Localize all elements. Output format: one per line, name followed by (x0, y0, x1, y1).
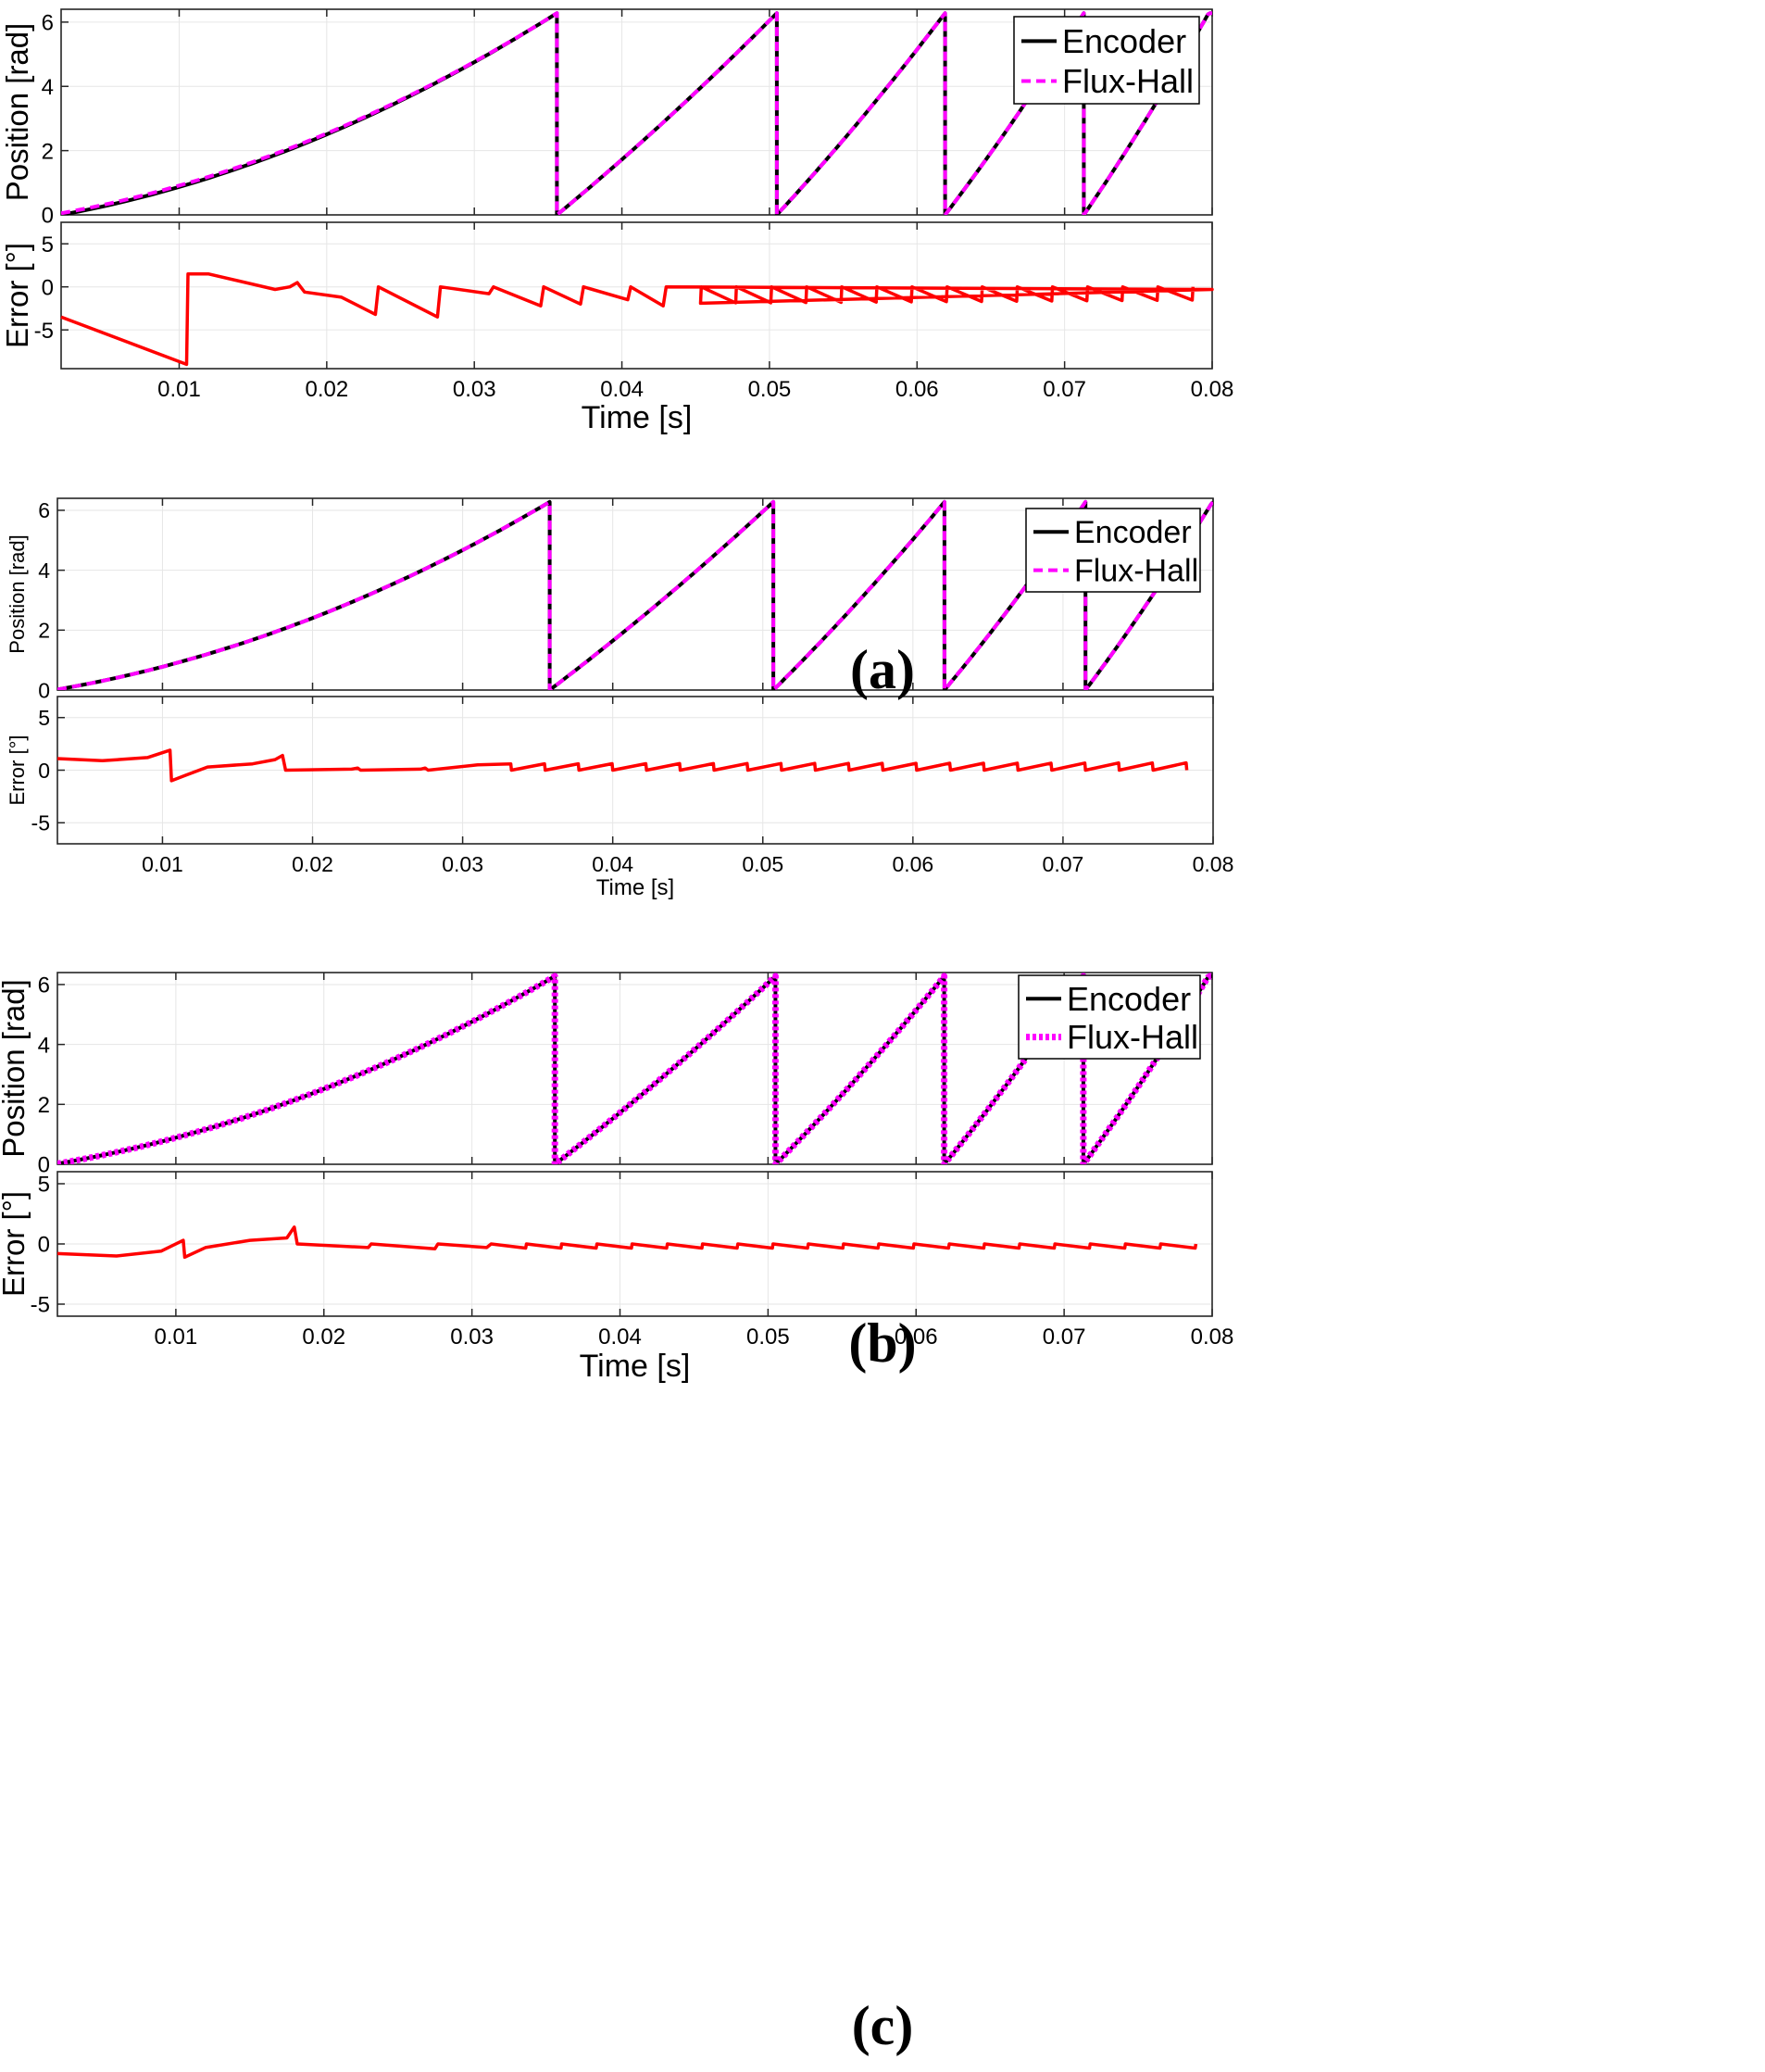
panel-a-series-flux-hall (61, 11, 1212, 215)
panel-c-legend-label-1: Flux-Hall (1067, 1018, 1198, 1056)
panel-b-position-ylabel: Position [rad] (6, 534, 29, 653)
panel-b-error-xtick-label-7: 0.08 (1193, 852, 1234, 876)
panel-c-series-error (56, 1225, 1198, 1260)
panel-b-error-xtick-label-1: 0.02 (292, 852, 333, 876)
panel-a-error-ytick-label-2: 5 (42, 232, 54, 257)
panel-c-error-xtick-label-1: 0.02 (302, 1325, 345, 1350)
panel-b-series-flux-hall (57, 499, 1213, 690)
panel-a-position-ytick-label-1: 2 (42, 139, 54, 164)
panel-b-position-ytick-label-0: 0 (38, 678, 50, 702)
panel-b-position-ytick-label-1: 2 (38, 619, 50, 643)
panel-a-legend-label-0: Encoder (1062, 22, 1186, 60)
panel-b-position-axes-box (56, 497, 1214, 691)
panel-c-legend-label-0: Encoder (1067, 980, 1191, 1018)
panel-a-error-axes-box (60, 221, 1213, 370)
panel-c-series-flux-hall (57, 973, 1212, 1164)
panel-b-error-xlabel: Time [s] (596, 875, 674, 900)
panel-c-error-axes-box (56, 1171, 1213, 1317)
panel-b-error-axes-box (56, 696, 1214, 845)
panel-a-error-xtick-label-7: 0.08 (1191, 377, 1234, 402)
panel-c-error-xtick-label-0: 0.01 (155, 1325, 198, 1350)
panel-a-legend-box (1013, 16, 1200, 105)
panel-b-error-ytick-label-0: -5 (31, 811, 50, 835)
panel-b: 0 2 4 6 Position [rad] Encoder Flux-Hall -5 0 5 Er… (6, 497, 1234, 900)
panel-b-position-plot: 0 2 4 6 Position [rad] Encoder Flux-Hall (6, 497, 1214, 702)
panel-b-legend-label-1: Flux-Hall (1074, 554, 1198, 589)
panel-a-error-xtick-label-4: 0.05 (748, 377, 792, 402)
panel-c-error-xtick-label-5: 0.06 (895, 1325, 938, 1350)
panel-c-position-ytick-label-1: 2 (38, 1093, 50, 1118)
panel-a-error-plot: -5 0 5 Error [°] 0.01 0.02 0.03 0.04 0.05 0.06 0.0… (0, 221, 1234, 435)
panel-c-error-xtick-label-7: 0.08 (1191, 1325, 1234, 1350)
panel-b-error-ytick-label-2: 5 (38, 706, 50, 730)
panel-b-position-ytick-label-3: 6 (38, 498, 50, 522)
panel-b-error-plot: -5 0 5 Error [°] 0.01 0.02 0.03 0.04 0.05 0.06 0.0… (6, 696, 1234, 900)
panel-b-error-xtick-label-3: 0.04 (592, 852, 633, 876)
panel-b-error-ytick-label-1: 0 (38, 759, 50, 783)
panel-c-error-ylabel: Error [°] (0, 1191, 31, 1297)
panel-c-error-ytick-label-2: 5 (38, 1173, 50, 1198)
panel-a-error-xtick-label-3: 0.04 (600, 377, 644, 402)
panel-b-legend-box (1025, 508, 1201, 593)
panel-a-error-xtick-label-0: 0.01 (157, 377, 201, 402)
panel-c-error-xtick-label-6: 0.07 (1043, 1325, 1086, 1350)
panel-a-position-ytick-label-2: 4 (42, 75, 54, 100)
panel-c-position-axes-box (56, 972, 1213, 1165)
panel-a-series-error (60, 272, 1214, 367)
panel-a-error-ytick-label-1: 0 (42, 275, 54, 300)
panel-a-position-axes-box (60, 8, 1213, 216)
panel-c-position-ytick-label-3: 6 (38, 973, 50, 998)
panel-c-error-xtick-label-3: 0.04 (598, 1325, 642, 1350)
panel-a-error-xtick-label-6: 0.07 (1043, 377, 1086, 402)
panel-c-position-ytick-label-0: 0 (38, 1153, 50, 1178)
panel-a-error-xtick-label-5: 0.06 (895, 377, 939, 402)
panel-a-error-ytick-label-0: -5 (34, 319, 54, 344)
panel-a-position-ytick-label-3: 6 (42, 11, 54, 36)
caption-c: (c) (852, 1995, 914, 2056)
panel-c-error-xlabel: Time [s] (580, 1349, 691, 1384)
panel-c-legend-box (1018, 974, 1201, 1060)
panel-b-series-error (56, 748, 1189, 783)
caption-b: (b) (848, 1312, 916, 1374)
panel-a-error-xtick-label-1: 0.02 (305, 377, 348, 402)
panel-b-position-ytick-label-2: 4 (38, 559, 50, 583)
panel-c-error-ytick-label-0: -5 (31, 1293, 50, 1318)
panel-c-error-xtick-label-2: 0.03 (450, 1325, 494, 1350)
panel-c-position-ylabel: Position [rad] (0, 979, 31, 1158)
panel-b-error-xtick-label-4: 0.05 (742, 852, 783, 876)
panel-a-position-ylabel: Position [rad] (0, 23, 34, 202)
panel-b-error-ylabel: Error [°] (6, 735, 29, 805)
panel-b-error-xtick-label-6: 0.07 (1043, 852, 1084, 876)
panel-a-error-ylabel: Error [°] (0, 243, 34, 348)
panel-c-position-ytick-label-2: 4 (38, 1033, 50, 1058)
panel-a-error-xtick-label-2: 0.03 (453, 377, 496, 402)
panel-c-error-plot: -5 0 5 Error [°] 0.01 0.02 0.03 0.04 0.05 0.06 0.0… (0, 1171, 1234, 1384)
panel-b-error-xtick-label-0: 0.01 (142, 852, 183, 876)
panel-b-legend-label-0: Encoder (1074, 515, 1192, 550)
panel-c-error-xtick-label-4: 0.05 (746, 1325, 790, 1350)
panel-a-error-xlabel: Time [s] (582, 400, 693, 435)
panel-b-error-xtick-label-5: 0.06 (892, 852, 933, 876)
panel-a-position-ytick-label-0: 0 (42, 204, 54, 229)
panel-c-error-ytick-label-1: 0 (38, 1233, 50, 1258)
panel-a-legend-label-1: Flux-Hall (1062, 62, 1194, 100)
caption-a: (a) (850, 639, 915, 700)
panel-b-error-xtick-label-2: 0.03 (442, 852, 483, 876)
